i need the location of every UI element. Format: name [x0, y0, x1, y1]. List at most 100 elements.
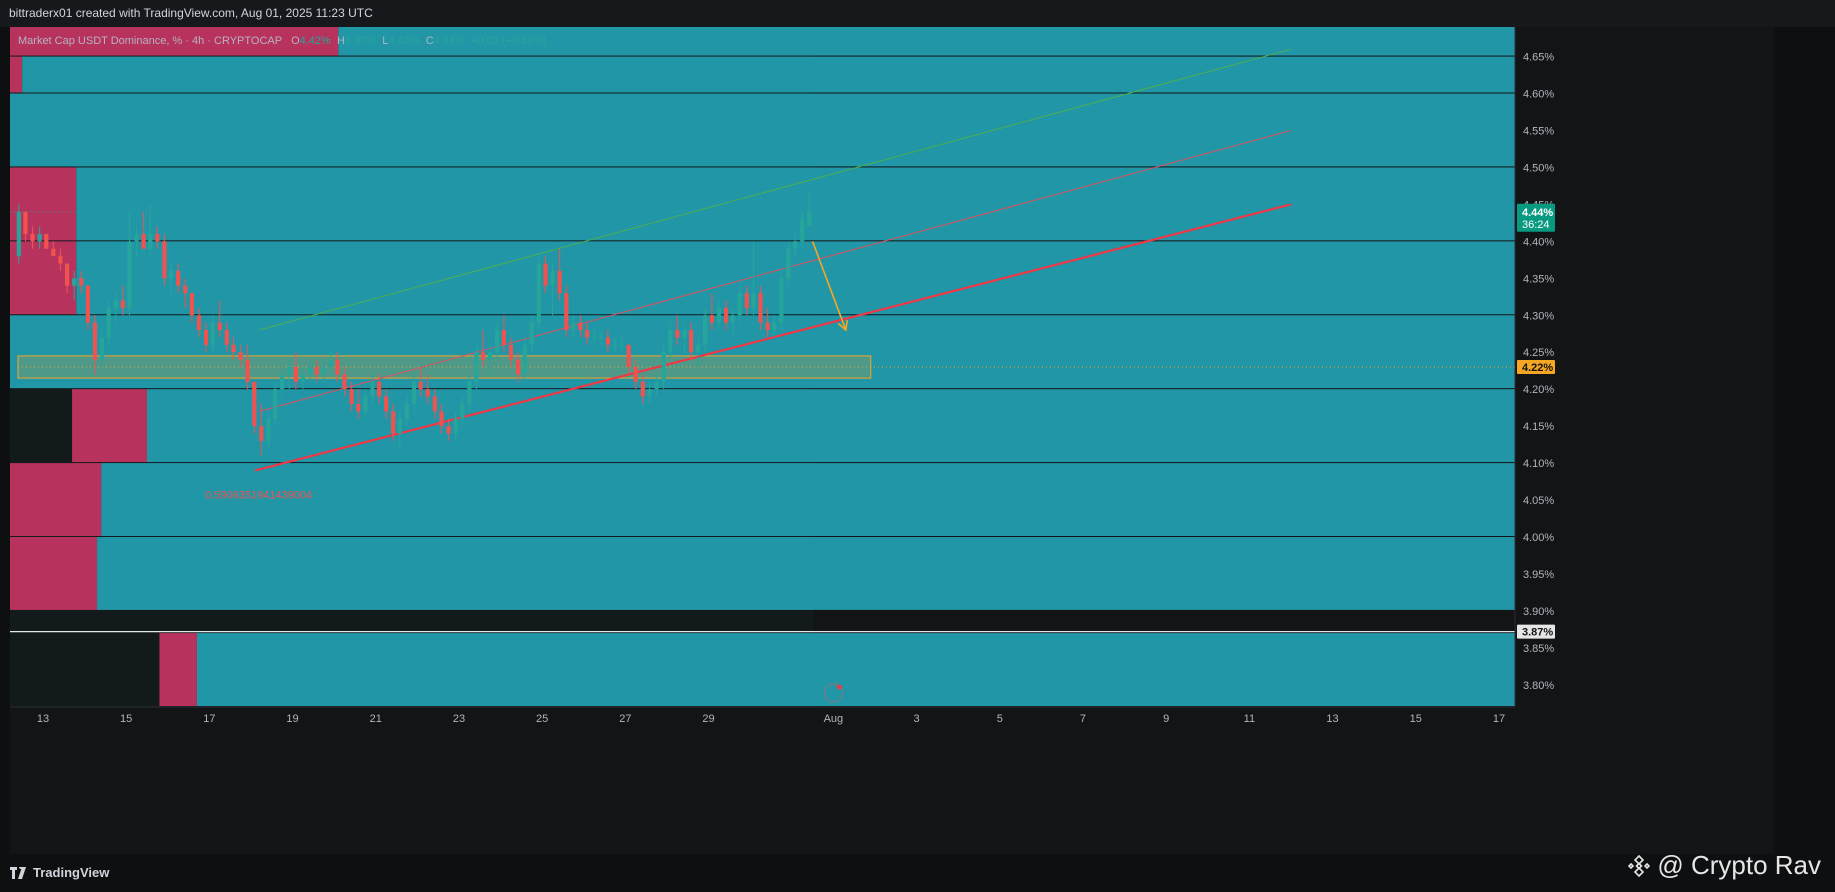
candle-body	[328, 359, 333, 367]
candle-body	[37, 233, 42, 242]
candle-body	[272, 389, 278, 419]
x-tick-label: 7	[1080, 713, 1086, 725]
candle-body	[134, 233, 139, 242]
high-value: 4.47%	[344, 35, 377, 47]
candle-body	[356, 403, 361, 412]
candle-body	[772, 322, 777, 331]
candle-body	[335, 359, 340, 375]
candle-body	[148, 233, 153, 249]
candle-body	[252, 381, 257, 427]
attribution-text: bittraderx01 created with TradingView.co…	[9, 6, 373, 20]
tradingview-logo[interactable]: TradingView	[10, 865, 109, 880]
candle-body	[203, 330, 209, 345]
x-tick-label: 11	[1244, 713, 1255, 725]
candle-body	[72, 278, 77, 286]
binance-icon	[1628, 854, 1651, 877]
candle-body	[183, 285, 188, 294]
candle-body	[79, 278, 84, 286]
candle-body	[467, 381, 472, 404]
candle-body	[584, 330, 590, 338]
candle-body	[51, 248, 56, 257]
zone-price-tag: 4.22%	[1522, 362, 1553, 374]
vp-sell-bar	[72, 389, 147, 463]
price-axis-background	[1515, 27, 1774, 854]
candle-body	[779, 278, 784, 323]
watermark-text: @ Crypto Rav	[1657, 850, 1821, 880]
close-value: 4.44%	[433, 35, 465, 47]
candle-body	[564, 293, 569, 331]
candle-body	[529, 322, 534, 345]
candle-body	[287, 367, 292, 375]
candle-body	[612, 344, 618, 346]
candle-body	[599, 337, 604, 339]
candle-body	[280, 374, 285, 390]
candle-body	[737, 293, 742, 316]
candle-body	[259, 426, 264, 441]
candle-body	[411, 381, 417, 404]
y-tick-label: 4.25%	[1523, 347, 1554, 359]
candle-body	[314, 367, 319, 375]
vp-buy-bar	[338, 27, 1515, 56]
vp-sell-bar	[10, 27, 339, 56]
candle-body	[446, 426, 451, 434]
notification-dot	[836, 684, 842, 690]
attribution-bar: bittraderx01 created with TradingView.co…	[0, 0, 1835, 27]
y-tick-label: 4.05%	[1523, 495, 1554, 507]
trend-lines	[10, 48, 1515, 633]
candle-body	[106, 307, 111, 338]
candle-body	[113, 300, 118, 308]
x-tick-label: 27	[619, 713, 631, 725]
vp-buy-bar	[146, 389, 1516, 463]
y-tick-label: 4.15%	[1523, 421, 1554, 433]
fib-value-label: 0.5906351941439004	[205, 489, 312, 501]
time-axis-background	[10, 707, 1774, 854]
last-price-tag: 4.44%	[1522, 207, 1553, 219]
vp-sell-bar	[10, 463, 102, 536]
candle-body	[474, 352, 479, 382]
x-tick-label: 15	[1410, 713, 1422, 725]
candle-body	[16, 211, 21, 257]
chart-canvas[interactable]: 0.5906351941439004 13 15 17 19 21 23 25 27 29 Aug…	[10, 27, 1774, 854]
candle-body	[508, 344, 514, 360]
candle-body	[543, 263, 548, 286]
candle-body	[647, 389, 652, 397]
projection-arrow-head	[837, 320, 849, 332]
candle-body	[592, 337, 597, 339]
candle-body	[696, 344, 701, 353]
candle-body	[488, 352, 493, 360]
candle-body	[210, 322, 215, 345]
y-tick-label: 4.65%	[1523, 52, 1554, 64]
candle-body	[536, 263, 541, 323]
countdown-tag: 36:24	[1522, 219, 1550, 231]
vp-sell-bar	[10, 56, 23, 93]
last-price-tag-bg	[1517, 203, 1555, 232]
y-tick-label: 4.00%	[1523, 532, 1554, 544]
candle-body	[682, 330, 687, 338]
x-tick-label: Aug	[824, 713, 844, 725]
candle-body	[127, 241, 132, 308]
vp-buy-bar	[196, 633, 1515, 706]
y-tick-label: 4.40%	[1523, 236, 1554, 248]
vp-buy-bar	[97, 537, 1515, 610]
x-tick-label: 17	[1493, 713, 1505, 725]
x-tick-label: 17	[203, 713, 215, 725]
low-label: L	[382, 35, 389, 47]
candle-body	[321, 367, 326, 375]
x-tick-label: 23	[453, 713, 465, 725]
x-axis: 13 15 17 19 21 23 25 27 29 Aug 3 5 7 9 11 13 15 17	[10, 706, 1774, 854]
vp-sell-bar	[159, 633, 197, 706]
candle-body	[363, 396, 368, 412]
y-tick-label: 4.55%	[1523, 125, 1554, 137]
candle-body	[709, 315, 714, 323]
candle-body	[349, 389, 354, 404]
vp-buy-bar	[10, 93, 1515, 167]
x-tick-label: 19	[286, 713, 298, 725]
candle-body	[176, 270, 181, 286]
zone-price-tag-bg	[1517, 360, 1555, 374]
candle-body	[238, 352, 243, 360]
candle-body	[786, 248, 791, 279]
candle-body	[99, 337, 105, 360]
x-tick-label: 5	[997, 713, 1003, 725]
y-tick-label: 4.60%	[1523, 89, 1554, 101]
candle-body	[384, 396, 389, 412]
